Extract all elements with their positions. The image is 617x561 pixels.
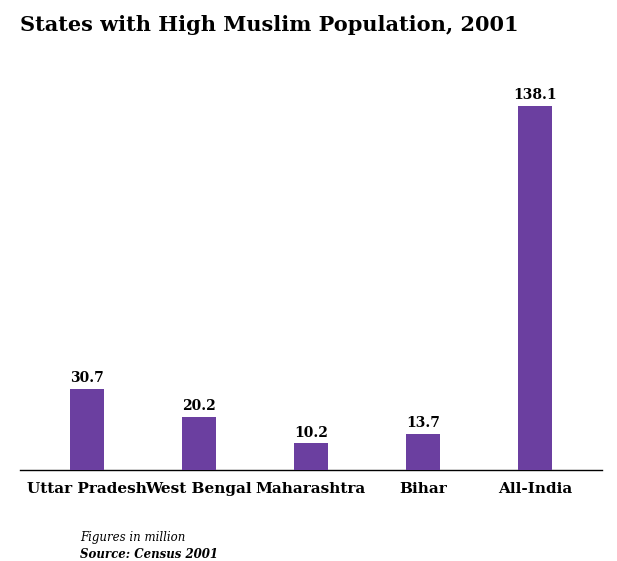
Text: States with High Muslim Population, 2001: States with High Muslim Population, 2001	[20, 15, 518, 35]
Bar	[406, 434, 440, 471]
Text: Source: Census 2001: Source: Census 2001	[80, 548, 218, 561]
Text: 138.1: 138.1	[513, 88, 557, 102]
Text: 20.2: 20.2	[182, 399, 216, 413]
Text: 30.7: 30.7	[70, 371, 104, 385]
Bar	[70, 389, 104, 471]
Bar	[518, 106, 552, 471]
Bar	[294, 443, 328, 471]
Text: 13.7: 13.7	[406, 416, 440, 430]
Bar	[182, 417, 216, 471]
Text: 10.2: 10.2	[294, 425, 328, 439]
Text: Figures in million: Figures in million	[80, 531, 186, 544]
